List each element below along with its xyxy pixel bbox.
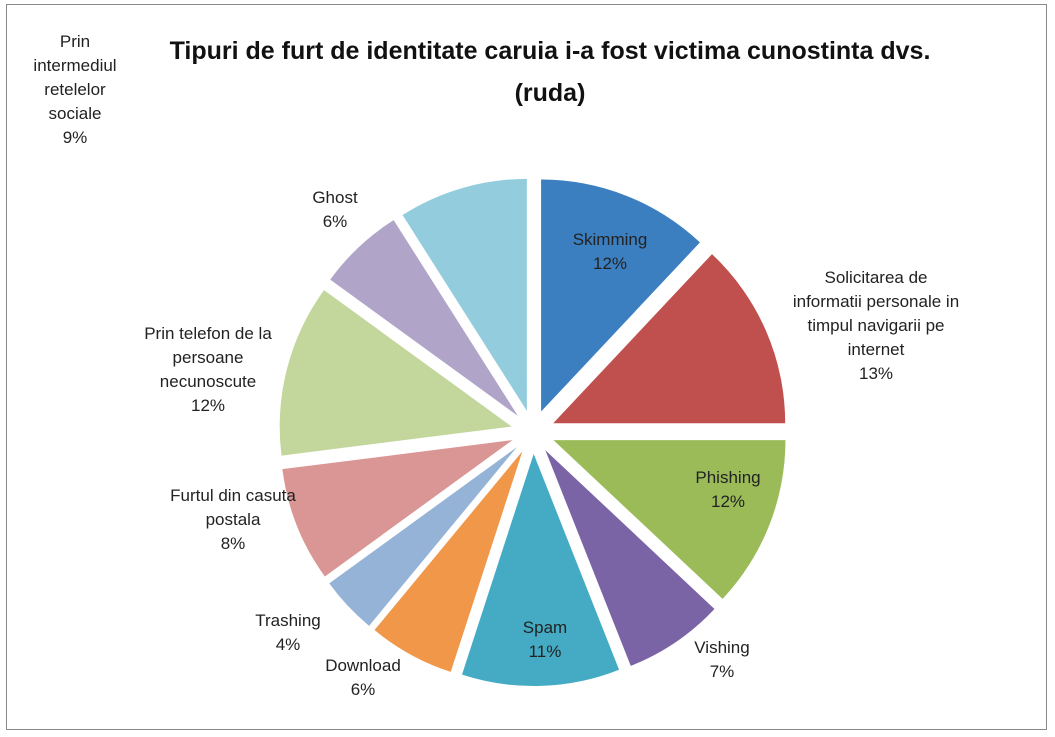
pie-slice (329, 447, 517, 626)
pie-slice (545, 450, 715, 666)
data-label: Prin telefon de la persoane necunoscute 1… (128, 322, 288, 418)
value-label: 9% (62, 128, 88, 147)
data-label: Solicitarea de informatii personale in t… (791, 266, 961, 386)
pie-slice (461, 453, 620, 686)
category-label: Skimming (572, 230, 648, 249)
category-label: Furtul din casuta postala (170, 486, 296, 529)
data-label: Vishing 7% (672, 636, 772, 684)
value-label: 4% (275, 635, 301, 654)
data-label: Furtul din casuta postala 8% (168, 484, 298, 556)
pie-slice (541, 179, 700, 412)
pie-slice (553, 254, 786, 424)
pie-slice (330, 220, 518, 416)
value-label: 11% (528, 642, 562, 661)
value-label: 6% (350, 680, 376, 699)
value-label: 12% (190, 396, 226, 415)
pie-slice (402, 178, 527, 411)
value-label: 12% (710, 492, 746, 511)
value-label: 12% (592, 254, 628, 273)
data-label: Spam 11% (495, 616, 595, 664)
pie-slice (374, 451, 523, 672)
pie-slice (553, 440, 786, 599)
category-label: Ghost (312, 188, 358, 207)
chart-frame (6, 4, 1047, 730)
chart-title: Tipuri de furt de identitate caruia i-a … (169, 37, 931, 107)
category-label: Spam (522, 618, 568, 637)
data-label: Download 6% (303, 654, 423, 702)
category-label: Solicitarea de informatii personale in t… (792, 268, 960, 359)
category-label: Prin telefon de la persoane necunoscute (144, 324, 272, 391)
pie-slice (279, 290, 512, 456)
value-label: 13% (858, 364, 894, 383)
category-label: Trashing (255, 611, 321, 630)
data-label: Trashing 4% (238, 609, 338, 657)
value-label: 6% (322, 212, 348, 231)
value-label: 8% (220, 534, 246, 553)
category-label: Phishing (695, 468, 761, 487)
data-label: Skimming 12% (535, 228, 685, 276)
value-label: 7% (709, 662, 735, 681)
data-label: Prin intermediul retelelor sociale 9% (30, 30, 120, 150)
data-label: Phishing 12% (668, 466, 788, 514)
category-label: Prin intermediul retelelor sociale (33, 32, 117, 123)
category-label: Vishing (694, 638, 750, 657)
category-label: Download (325, 656, 401, 675)
data-label: Ghost 6% (285, 186, 385, 234)
pie-slice (282, 440, 513, 577)
